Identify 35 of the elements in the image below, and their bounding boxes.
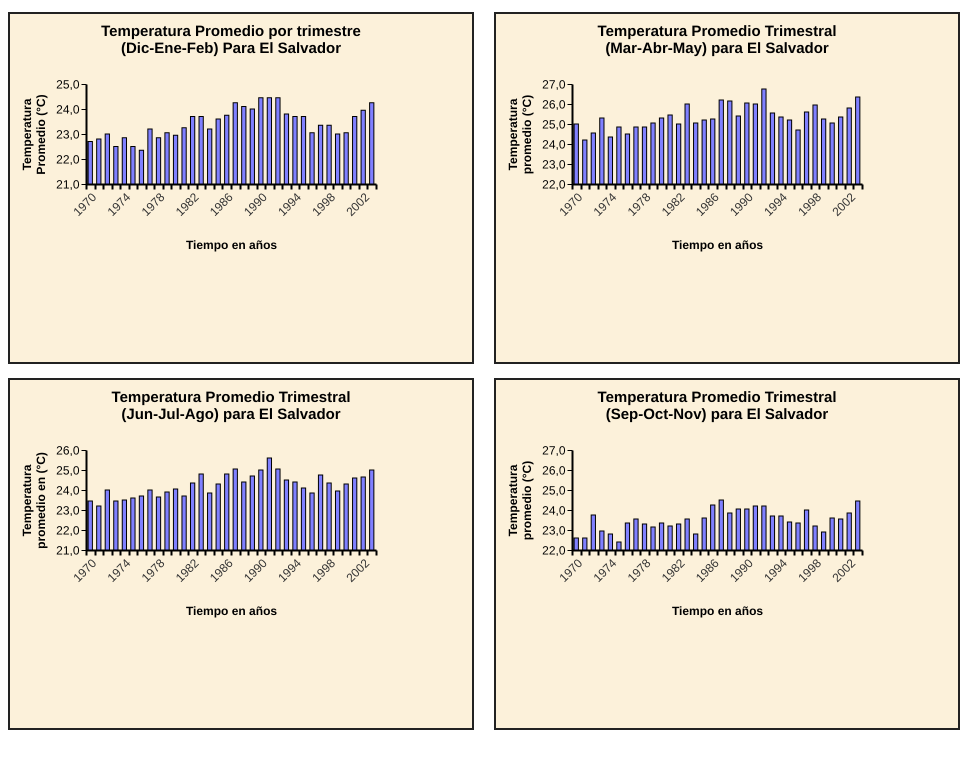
y-tick-label: 24,0 bbox=[56, 102, 80, 116]
y-axis-title: Temperatura Promedio (°C) bbox=[20, 94, 48, 175]
chart-title: Temperatura Promedio Trimestral (Sep-Oct-Nov) para El Salvador bbox=[598, 389, 836, 423]
y-tick-label: 25,0 bbox=[542, 118, 566, 132]
y-tick-label: 23,0 bbox=[542, 524, 566, 538]
y-tick-label: 27,0 bbox=[542, 78, 566, 92]
y-axis-title: Temperatura promedio en (°C) bbox=[20, 452, 48, 549]
y-tick-label: 23,0 bbox=[542, 158, 566, 172]
y-tick-label: 21,0 bbox=[56, 544, 80, 558]
chart-title: Temperatura Promedio Trimestral (Mar-Abr-May) para El Salvador bbox=[598, 23, 836, 57]
y-tick-label: 22,0 bbox=[56, 152, 80, 166]
y-tick-label: 22,0 bbox=[542, 178, 566, 192]
y-axis-title: Temperatura promedio (°C) bbox=[506, 94, 534, 174]
x-axis-title: Tiempo en años bbox=[672, 604, 764, 618]
chart-title: Temperatura Promedio por trimestre (Dic-Ene-Feb) Para El Salvador bbox=[101, 23, 361, 57]
y-axis-title: Temperatura promedio (°C) bbox=[506, 460, 534, 540]
x-axis-title: Tiempo en años bbox=[672, 238, 764, 252]
x-axis-title: Tiempo en años bbox=[186, 238, 278, 252]
y-tick-label: 22,0 bbox=[56, 524, 80, 538]
y-tick-label: 24,0 bbox=[542, 504, 566, 518]
y-tick-label: 24,0 bbox=[56, 484, 80, 498]
y-tick-label: 22,0 bbox=[542, 544, 566, 558]
y-tick-label: 26,0 bbox=[542, 98, 566, 112]
y-tick-label: 23,0 bbox=[56, 128, 80, 142]
chart-title: Temperatura Promedio Trimestral (Jun-Jul-Ago) para El Salvador bbox=[112, 389, 350, 423]
y-tick-label: 25,0 bbox=[542, 484, 566, 498]
y-tick-label: 23,0 bbox=[56, 504, 80, 518]
y-tick-label: 25,0 bbox=[56, 78, 80, 92]
y-tick-label: 26,0 bbox=[56, 444, 80, 458]
y-tick-label: 24,0 bbox=[542, 138, 566, 152]
y-tick-label: 26,0 bbox=[542, 464, 566, 478]
y-tick-label: 27,0 bbox=[542, 444, 566, 458]
y-tick-label: 21,0 bbox=[56, 178, 80, 192]
x-axis-title: Tiempo en años bbox=[186, 604, 278, 618]
y-tick-label: 25,0 bbox=[56, 464, 80, 478]
